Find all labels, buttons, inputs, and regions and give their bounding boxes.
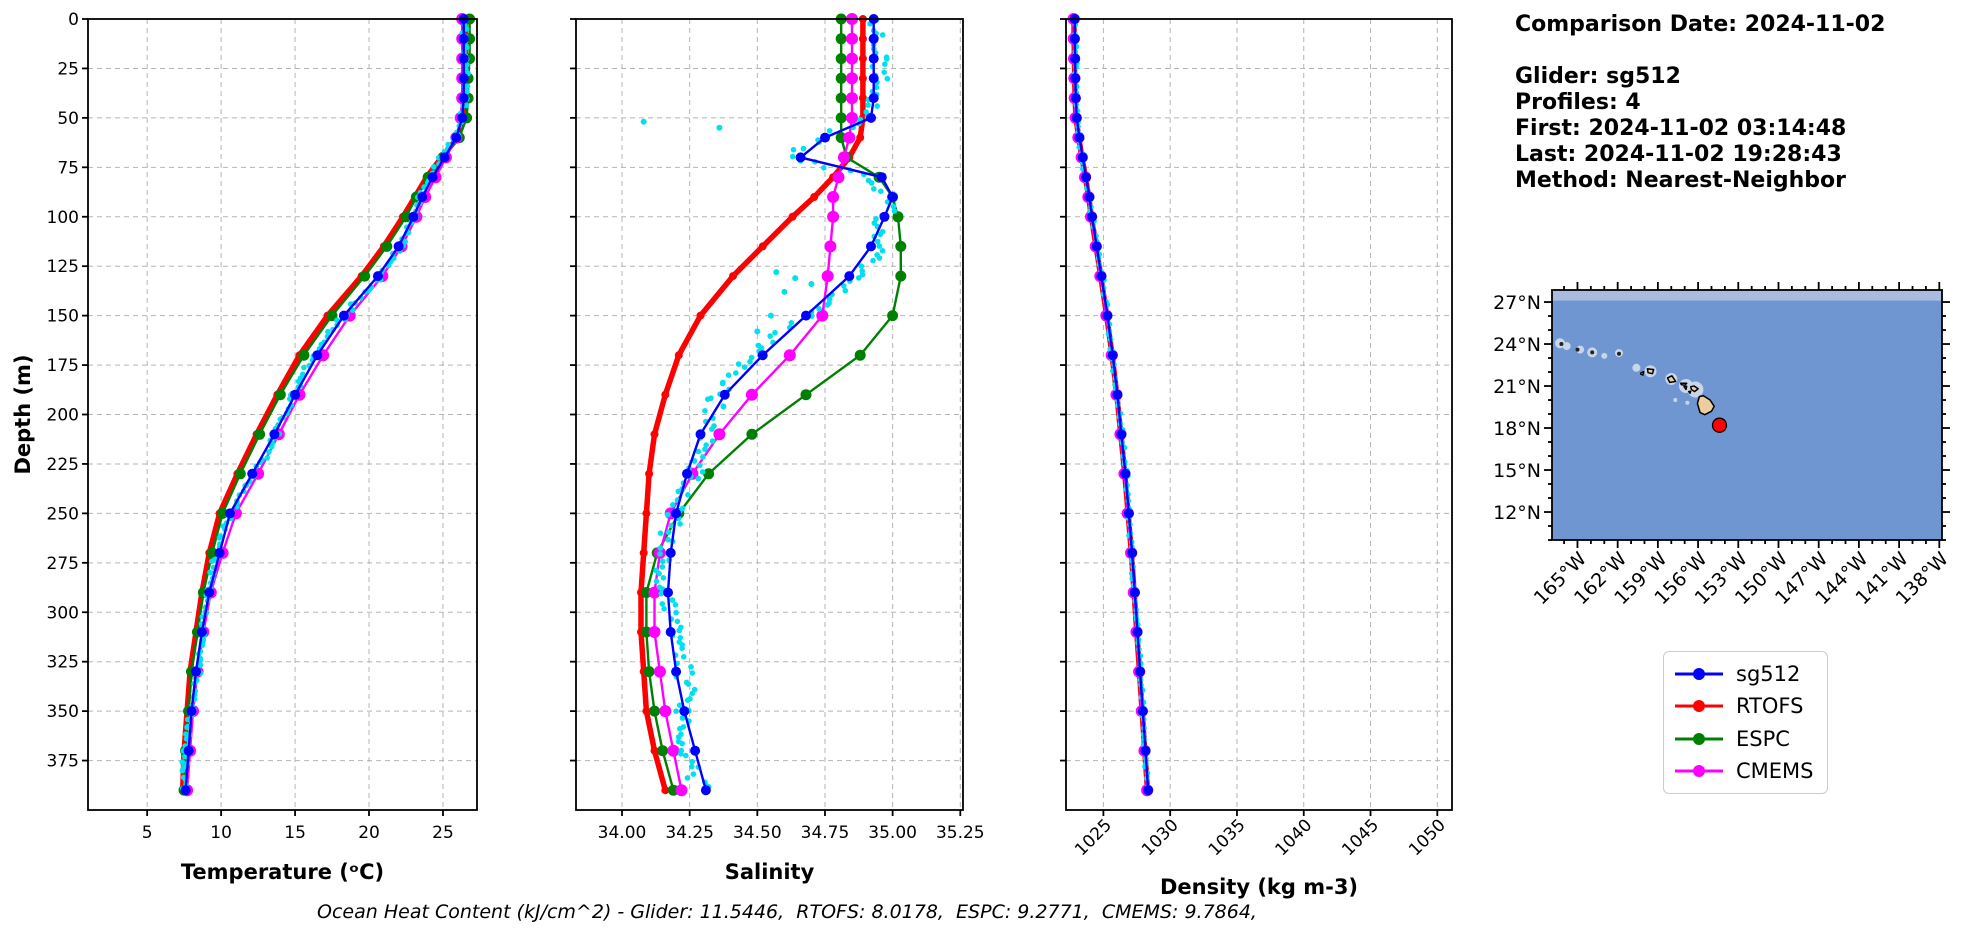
island bbox=[1639, 370, 1645, 376]
info-method: Method: Nearest-Neighbor bbox=[1515, 168, 1846, 193]
x-tick-label: 1025 bbox=[1071, 815, 1116, 860]
island bbox=[1679, 382, 1688, 387]
temperature-gridlines bbox=[88, 19, 477, 810]
x-tick-label: 15 bbox=[284, 823, 306, 843]
location-map: 165°W162°W159°W156°W153°W150°W147°W144°W… bbox=[1493, 282, 1953, 609]
legend-item-sg512: sg512 bbox=[1673, 662, 1823, 686]
island bbox=[1696, 395, 1715, 416]
y-tick-label: 50 bbox=[57, 109, 79, 129]
salinity-axis-label: Salinity bbox=[725, 860, 815, 884]
lat-tick-label: 27°N bbox=[1493, 292, 1541, 314]
temperature-chart: 5 10 15 20 250255075100125150175200225250275… bbox=[11, 10, 478, 884]
x-tick-label: 35.00 bbox=[868, 823, 917, 843]
legend-label: sg512 bbox=[1736, 662, 1801, 687]
x-tick-label: 34.75 bbox=[801, 823, 850, 843]
info-panel: Comparison Date: 2024-11-02 Glider: sg51… bbox=[1515, 12, 1885, 194]
salinity-axes: 34.00 34.25 34.50 34.75 35.00 35.25 bbox=[570, 18, 985, 843]
info-first-time: First: 2024-11-02 03:14:48 bbox=[1515, 116, 1847, 141]
salinity-gridlines bbox=[576, 19, 963, 810]
y-tick-label: 200 bbox=[47, 406, 79, 426]
legend-label: ESPC bbox=[1736, 726, 1790, 751]
y-tick-label: 300 bbox=[47, 603, 79, 623]
temperature-series-sg512 bbox=[180, 14, 469, 796]
y-tick-label: 150 bbox=[47, 307, 79, 327]
depth-axis-label: Depth (m) bbox=[11, 354, 35, 474]
legend-line-sample bbox=[1675, 732, 1723, 745]
y-tick-label: 175 bbox=[47, 356, 79, 376]
x-tick-label: 35.25 bbox=[936, 823, 985, 843]
density-chart: 1025 1030 1035 1040 1045 1050 Density (kg m-3) bbox=[1060, 13, 1453, 899]
map-north-band bbox=[1552, 290, 1942, 301]
legend-line-sample bbox=[1675, 668, 1723, 681]
island bbox=[1666, 375, 1677, 384]
temperature-glider-scatter bbox=[179, 18, 471, 792]
temperature-axes: 5 10 15 20 250255075100125150175200225250275… bbox=[47, 10, 454, 843]
temperature-axis-label: Temperature (ᵒC) bbox=[181, 860, 384, 884]
legend-line-sample bbox=[1675, 700, 1723, 713]
x-tick-label: 1035 bbox=[1205, 815, 1250, 860]
density-gridlines bbox=[1066, 19, 1452, 810]
legend-label: RTOFS bbox=[1736, 694, 1804, 719]
y-tick-label: 375 bbox=[47, 752, 79, 772]
y-tick-label: 350 bbox=[47, 702, 79, 722]
y-tick-label: 100 bbox=[47, 208, 79, 228]
legend: sg512 RTOFS ESPC CMEMS bbox=[1663, 651, 1828, 794]
x-tick-label: 34.00 bbox=[598, 823, 647, 843]
temperature-series-ESPC bbox=[178, 13, 476, 796]
lat-tick-label: 18°N bbox=[1493, 418, 1541, 440]
y-tick-label: 75 bbox=[57, 158, 79, 178]
salinity-series-sg512 bbox=[663, 14, 898, 796]
salinity-chart: 34.00 34.25 34.50 34.75 35.00 35.25 Salinity bbox=[570, 13, 985, 884]
salinity-series-CMEMS bbox=[648, 13, 858, 797]
legend-item-rtofs: RTOFS bbox=[1673, 694, 1823, 718]
glider-location-marker bbox=[1711, 417, 1728, 433]
x-tick-label: 34.50 bbox=[733, 823, 782, 843]
info-spacer bbox=[1515, 38, 1885, 64]
y-tick-label: 25 bbox=[57, 59, 79, 79]
x-tick-label: 1030 bbox=[1138, 815, 1183, 860]
lat-tick-label: 12°N bbox=[1493, 502, 1541, 524]
x-tick-label: 10 bbox=[210, 823, 232, 843]
island bbox=[1646, 368, 1655, 375]
legend-line-sample bbox=[1675, 764, 1723, 777]
lat-tick-label: 24°N bbox=[1493, 334, 1541, 356]
x-tick-label: 25 bbox=[432, 823, 454, 843]
x-tick-label: 34.25 bbox=[665, 823, 714, 843]
legend-label: CMEMS bbox=[1736, 758, 1814, 783]
density-series-sg512 bbox=[1069, 14, 1154, 796]
y-tick-label: 275 bbox=[47, 554, 79, 574]
lat-tick-label: 21°N bbox=[1493, 376, 1541, 398]
info-glider: Glider: sg512 bbox=[1515, 64, 1681, 89]
temperature-series-CMEMS bbox=[181, 13, 469, 797]
salinity-series-RTOFS bbox=[637, 15, 867, 795]
lat-tick-label: 15°N bbox=[1493, 460, 1541, 482]
y-tick-label: 0 bbox=[68, 10, 79, 30]
temperature-series-RTOFS bbox=[178, 15, 470, 795]
y-tick-label: 125 bbox=[47, 257, 79, 277]
y-tick-label: 325 bbox=[47, 653, 79, 673]
x-tick-label: 1045 bbox=[1338, 815, 1383, 860]
map-ocean bbox=[1552, 290, 1942, 540]
y-tick-label: 250 bbox=[47, 504, 79, 524]
y-tick-label: 225 bbox=[47, 455, 79, 475]
island bbox=[1683, 385, 1688, 391]
salinity-series-ESPC bbox=[640, 13, 907, 796]
ocean-heat-content-footer: Ocean Heat Content (kJ/cm^2) - Glider: 1… bbox=[317, 901, 1257, 923]
island bbox=[1687, 390, 1692, 395]
island bbox=[1689, 385, 1699, 393]
density-axis-label: Density (kg m-3) bbox=[1160, 875, 1358, 899]
info-last-time: Last: 2024-11-02 19:28:43 bbox=[1515, 142, 1842, 167]
comparison-date: Comparison Date: 2024-11-02 bbox=[1515, 12, 1886, 37]
x-tick-label: 1050 bbox=[1405, 815, 1450, 860]
x-tick-label: 5 bbox=[142, 823, 153, 843]
info-profiles: Profiles: 4 bbox=[1515, 90, 1641, 115]
legend-item-cmems: CMEMS bbox=[1673, 759, 1823, 783]
x-tick-label: 20 bbox=[358, 823, 380, 843]
legend-item-espc: ESPC bbox=[1673, 727, 1823, 751]
x-tick-label: 1040 bbox=[1272, 815, 1317, 860]
